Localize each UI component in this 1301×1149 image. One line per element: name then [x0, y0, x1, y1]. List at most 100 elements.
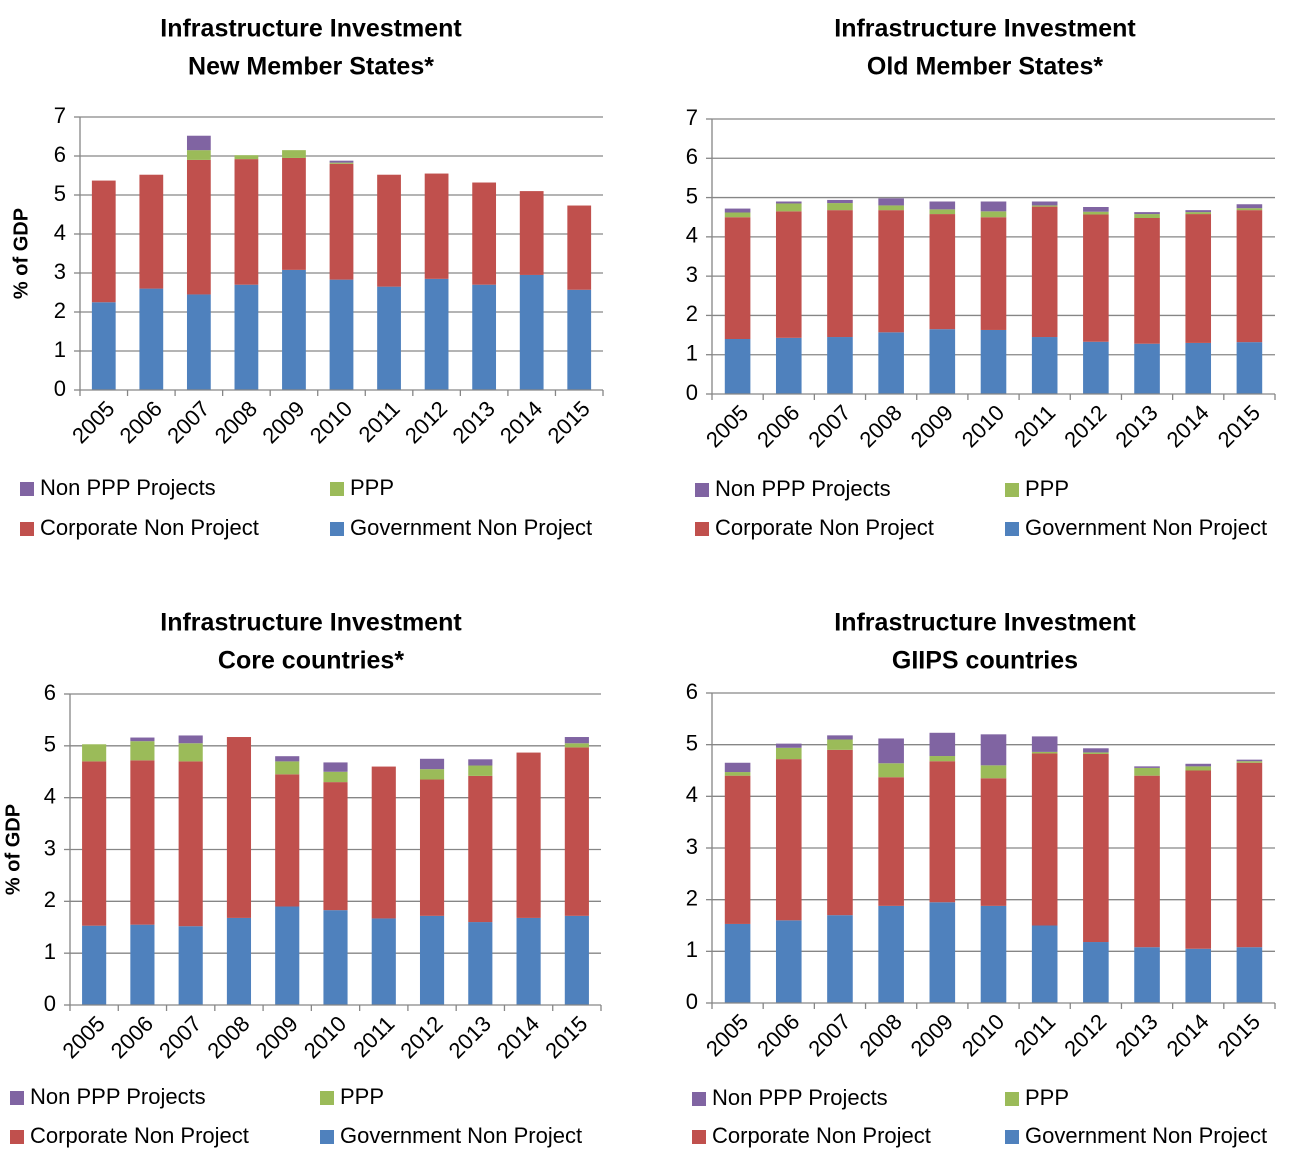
bar-segment	[827, 337, 853, 394]
bar-segment	[468, 775, 493, 923]
bar-segment	[1185, 214, 1212, 343]
bar-segment	[419, 915, 445, 1005]
x-tick-label: 2011	[1009, 400, 1060, 451]
bar-segment	[929, 761, 956, 903]
bar-segment	[564, 915, 589, 1005]
bar-segment	[980, 329, 1007, 394]
x-tick-label: 2008	[854, 1009, 906, 1061]
y-tick-label: 5	[44, 732, 56, 757]
bar-segment	[827, 739, 853, 750]
y-tick-label: 4	[44, 783, 56, 808]
bar-segment	[1185, 342, 1212, 394]
bar-segment	[878, 738, 904, 764]
x-tick-label: 2011	[1009, 1009, 1060, 1060]
y-tick-label: 0	[686, 989, 698, 1014]
x-tick-label: 2014	[1162, 400, 1214, 452]
bar-segment	[827, 203, 853, 211]
x-tick-label: 2014	[1162, 1009, 1214, 1061]
bar-segment	[878, 777, 904, 906]
x-tick-label: 2014	[492, 1011, 544, 1063]
legend-swatch	[330, 482, 344, 496]
bar-segment	[1083, 942, 1109, 1003]
legend-label: Corporate Non Project	[30, 1123, 249, 1148]
bar-segment	[878, 763, 904, 778]
x-tick-label: 2012	[395, 1011, 447, 1063]
bar-segment	[519, 274, 544, 390]
bar-segment	[1031, 925, 1058, 1003]
bar-segment	[82, 744, 107, 762]
bar-segment	[516, 752, 541, 918]
bar-segment	[178, 926, 203, 1005]
bar-segment	[980, 905, 1007, 1003]
legend-label: Non PPP Projects	[715, 476, 891, 501]
legend-label: Government Non Project	[1025, 515, 1267, 540]
y-tick-label: 5	[686, 730, 698, 755]
bar-segment	[275, 756, 300, 762]
bar-segment	[929, 201, 956, 210]
bar-segment	[377, 174, 401, 287]
x-tick-label: 2011	[348, 1011, 399, 1062]
x-tick-label: 2009	[906, 1009, 958, 1061]
bar-segment	[1031, 751, 1058, 754]
bar-segment	[516, 917, 541, 1005]
bar-segment	[377, 286, 401, 390]
x-tick-label: 2012	[1059, 400, 1111, 452]
legend-label: Government Non Project	[340, 1123, 582, 1148]
legend-swatch	[1005, 522, 1019, 536]
y-tick-label: 6	[44, 680, 56, 705]
bar-segment	[980, 211, 1007, 218]
y-tick-label: 1	[54, 337, 66, 362]
y-tick-label: 4	[54, 220, 66, 245]
bar-segment	[1031, 205, 1058, 207]
x-tick-label: 2013	[1110, 400, 1162, 452]
x-tick-label: 2012	[400, 396, 452, 448]
x-tick-label: 2015	[543, 396, 595, 448]
bar-segment	[878, 205, 904, 211]
bar-segment	[775, 337, 802, 394]
y-tick-label: 0	[44, 991, 56, 1016]
bar-segment	[929, 329, 956, 394]
bar-segment	[329, 160, 354, 163]
x-tick-label: 2006	[115, 396, 167, 448]
x-tick-label: 2008	[210, 396, 262, 448]
bar-segment	[775, 920, 802, 1003]
y-tick-label: 2	[54, 298, 66, 323]
bar-segment	[567, 289, 592, 390]
bar-segment	[564, 747, 589, 916]
chart-title: Infrastructure Investment	[834, 15, 1136, 43]
bar-segment	[1134, 947, 1160, 1003]
y-tick-label: 3	[54, 259, 66, 284]
bar-segment	[1083, 748, 1109, 753]
y-tick-label: 6	[686, 144, 698, 169]
y-tick-label: 1	[44, 939, 56, 964]
chart-title: Infrastructure Investment	[834, 609, 1136, 637]
bar-segment	[775, 759, 802, 921]
legend-swatch	[692, 1130, 706, 1144]
y-tick-label: 6	[54, 142, 66, 167]
bar-segment	[775, 743, 802, 748]
bar-segment	[1134, 343, 1160, 394]
bar-segment	[371, 918, 396, 1005]
legend-swatch	[330, 522, 344, 536]
bar-segment	[130, 741, 155, 761]
bar-segment	[929, 756, 956, 762]
bar-segment	[1236, 204, 1263, 209]
legend-swatch	[695, 483, 709, 497]
x-tick-label: 2007	[162, 396, 214, 448]
legend-label: PPP	[1025, 1085, 1069, 1110]
x-tick-label: 2015	[1213, 400, 1265, 452]
bar-segment	[1083, 341, 1109, 394]
bar-segment	[1185, 763, 1212, 767]
y-tick-label: 1	[686, 937, 698, 962]
bar-segment	[275, 774, 300, 907]
legend-swatch	[10, 1091, 24, 1105]
bar-segment	[1236, 947, 1263, 1003]
bar-segment	[329, 162, 354, 164]
bar-segment	[980, 201, 1007, 212]
y-tick-label: 7	[54, 103, 66, 128]
bar-segment	[186, 294, 211, 390]
legend-swatch	[320, 1091, 334, 1105]
x-tick-label: 2013	[1110, 1009, 1162, 1061]
bar-segment	[468, 759, 493, 766]
